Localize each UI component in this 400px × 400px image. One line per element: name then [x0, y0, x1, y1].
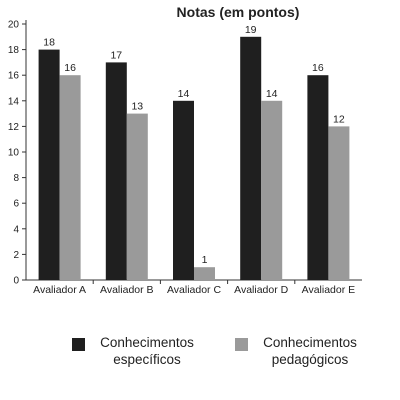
- bar-chart: Notas (em pontos) 0 2 4 6 8 10 12 14 16 18 20 Avali…: [8, 4, 362, 296]
- data-label: 18: [43, 37, 55, 49]
- data-label: 14: [178, 88, 190, 100]
- x-tick-label: Avaliador E: [302, 284, 356, 296]
- legend-label-pedagogicos: Conhecimentos pedagógicos: [263, 335, 357, 367]
- x-tick-label: Avaliador B: [100, 284, 154, 296]
- bar: [38, 49, 60, 280]
- legend-label-especificos: Conhecimentos específicos: [100, 335, 194, 367]
- data-label: 16: [64, 62, 76, 74]
- y-tick-label: 2: [13, 250, 19, 261]
- y-tick-label: 0: [13, 276, 19, 287]
- legend-swatch-pedagogicos: [235, 338, 248, 351]
- bar: [307, 75, 329, 280]
- y-tick-label: 14: [8, 96, 20, 107]
- data-label: 13: [131, 101, 143, 113]
- chart-data-labels: 18 16 17 13 14 1 19 14 16 12: [43, 24, 345, 266]
- y-tick-label: 10: [8, 148, 20, 159]
- x-tick-label: Avaliador C: [167, 284, 222, 296]
- bar: [240, 36, 262, 280]
- bar: [59, 75, 81, 280]
- y-tick-label: 4: [13, 224, 19, 235]
- y-tick-label: 16: [8, 71, 20, 82]
- bar: [328, 126, 350, 281]
- bar: [173, 100, 194, 280]
- data-label: 1: [202, 254, 208, 266]
- bar: [194, 267, 215, 280]
- bar: [261, 100, 283, 280]
- data-label: 14: [266, 88, 278, 100]
- chart-legend: Conhecimentos específicos Conhecimentos …: [72, 334, 392, 384]
- chart-title: Notas (em pontos): [177, 4, 300, 20]
- data-label: 19: [245, 24, 257, 36]
- data-label: 16: [312, 62, 324, 74]
- y-tick-label: 18: [8, 45, 20, 56]
- data-label: 17: [110, 49, 122, 61]
- data-label: 12: [333, 113, 345, 125]
- x-tick-label: Avaliador A: [33, 284, 86, 296]
- bar: [126, 113, 148, 280]
- x-tick-label: Avaliador D: [234, 284, 289, 296]
- chart-axes: 0 2 4 6 8 10 12 14 16 18 20 Avaliador A Avaliador B A…: [8, 20, 362, 296]
- y-tick-label: 6: [13, 199, 19, 210]
- chart-bars: [38, 36, 350, 281]
- y-tick-label: 12: [8, 122, 20, 133]
- bar: [105, 62, 127, 281]
- y-tick-label: 20: [8, 20, 20, 31]
- y-tick-label: 8: [13, 173, 19, 184]
- legend-swatch-especificos: [72, 338, 85, 351]
